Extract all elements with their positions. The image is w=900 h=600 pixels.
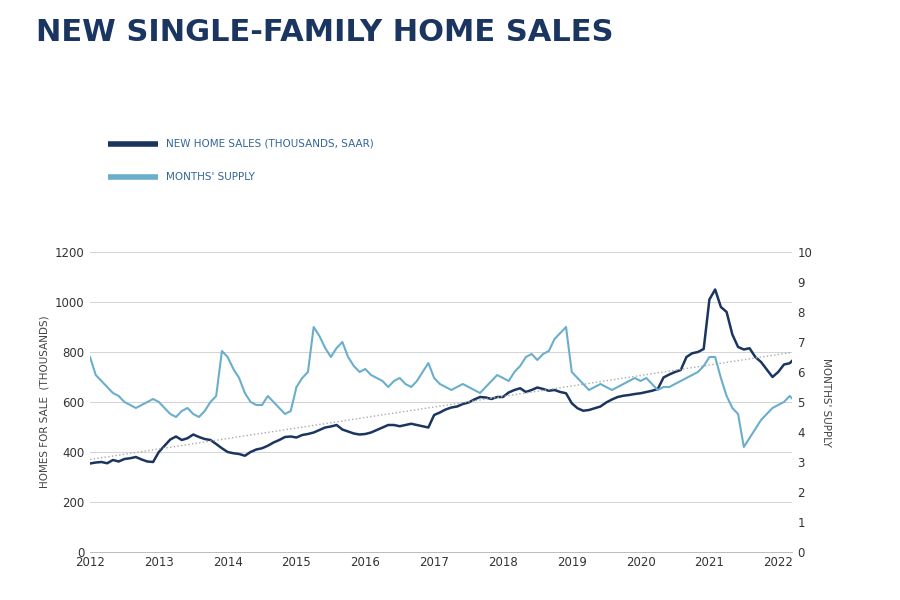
Text: MONTHS' SUPPLY: MONTHS' SUPPLY: [166, 172, 256, 182]
Y-axis label: HOMES FOR SALE  (THOUSANDS): HOMES FOR SALE (THOUSANDS): [39, 316, 50, 488]
Y-axis label: MONTHS' SUPPLY: MONTHS' SUPPLY: [821, 358, 831, 446]
Text: NEW HOME SALES (THOUSANDS, SAAR): NEW HOME SALES (THOUSANDS, SAAR): [166, 139, 374, 149]
Text: NEW SINGLE-FAMILY HOME SALES: NEW SINGLE-FAMILY HOME SALES: [36, 18, 614, 47]
